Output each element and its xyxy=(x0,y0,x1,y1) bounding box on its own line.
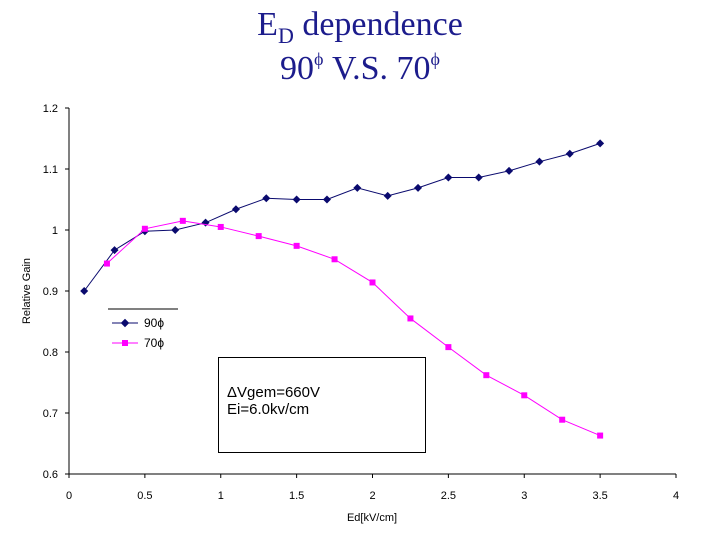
annotation-vgem: ΔVgem=660V xyxy=(227,384,320,401)
series-0-point xyxy=(414,183,423,192)
series-0-point xyxy=(535,157,544,166)
series-1-point xyxy=(521,392,528,399)
annotation-box: ΔVgem=660V Ei=6.0kv/cm xyxy=(218,357,426,453)
x-tick-label: 1.5 xyxy=(289,490,304,502)
x-tick-label: 4 xyxy=(673,490,679,502)
series-0-point xyxy=(565,149,574,158)
series-line-1 xyxy=(106,220,601,437)
x-tick-label: 3 xyxy=(521,490,527,502)
y-tick-label: 1.1 xyxy=(43,164,58,176)
title-90: 90 xyxy=(279,50,314,87)
series-0-point xyxy=(80,287,89,295)
x-axis-label: Ed[kV/cm] xyxy=(347,512,397,524)
chart-title-line1: ED dependence xyxy=(0,6,720,48)
y-tick-label: 1.2 xyxy=(43,103,58,115)
series-0-point xyxy=(474,173,483,182)
annotation-ei: Ei=6.0kv/cm xyxy=(227,401,310,418)
y-tick-label: 1 xyxy=(52,225,58,237)
series-1-point xyxy=(103,260,110,267)
x-tick-label: 2 xyxy=(369,490,375,502)
series-0-point xyxy=(322,195,331,204)
x-tick-label: 2.5 xyxy=(441,490,456,502)
x-tick-label: 3.5 xyxy=(592,490,607,502)
y-tick-label: 0.9 xyxy=(43,286,58,298)
series-1-point xyxy=(559,416,566,423)
title-ed-subscript: D xyxy=(277,23,294,48)
series-1-point xyxy=(331,256,338,263)
series-0-point xyxy=(383,191,392,200)
series-0-point xyxy=(596,139,605,148)
legend-marker-90 xyxy=(120,318,130,328)
series-1-point xyxy=(445,344,452,351)
series-line-0 xyxy=(83,142,601,292)
title-vs-70: V.S. 70 xyxy=(323,50,431,87)
series-1-point xyxy=(407,315,414,322)
x-tick-label: 0 xyxy=(66,490,72,502)
series-1-point xyxy=(597,432,604,439)
series-1-point xyxy=(255,233,262,240)
title-phi-1: ϕ xyxy=(313,49,324,69)
y-axis-label: Relative Gain xyxy=(21,258,33,324)
y-tick-label: 0.8 xyxy=(43,347,58,359)
x-tick-label: 1 xyxy=(218,490,224,502)
chart-title-line2: 90ϕ V.S. 70ϕ xyxy=(0,49,720,92)
series-0-point xyxy=(231,205,240,214)
series-1-point xyxy=(179,217,186,224)
series-1-point xyxy=(141,225,148,232)
series-1-point xyxy=(369,279,376,286)
series-0-point xyxy=(262,194,271,203)
series-1-point xyxy=(217,223,224,230)
series-0-point xyxy=(110,246,119,255)
legend-label-70: 70ϕ xyxy=(144,336,164,350)
series-1-point xyxy=(483,372,490,379)
series-0-point xyxy=(171,226,180,234)
series-1-point xyxy=(293,242,300,249)
title-ed-main: E xyxy=(257,6,278,43)
legend-label-90: 90ϕ xyxy=(144,316,164,330)
series-0-point xyxy=(444,173,453,182)
series-0-point xyxy=(201,218,210,227)
legend: 90ϕ 70ϕ xyxy=(108,308,178,350)
y-tick-label: 0.6 xyxy=(43,469,58,481)
series-0-point xyxy=(292,195,301,204)
title-dependence: dependence xyxy=(293,6,463,43)
legend-marker-70 xyxy=(122,340,128,346)
y-tick-label: 0.7 xyxy=(43,408,58,420)
title-phi-2: ϕ xyxy=(430,49,441,69)
series-0-point xyxy=(505,166,514,175)
series-0-point xyxy=(353,183,362,192)
x-tick-label: 0.5 xyxy=(137,490,152,502)
